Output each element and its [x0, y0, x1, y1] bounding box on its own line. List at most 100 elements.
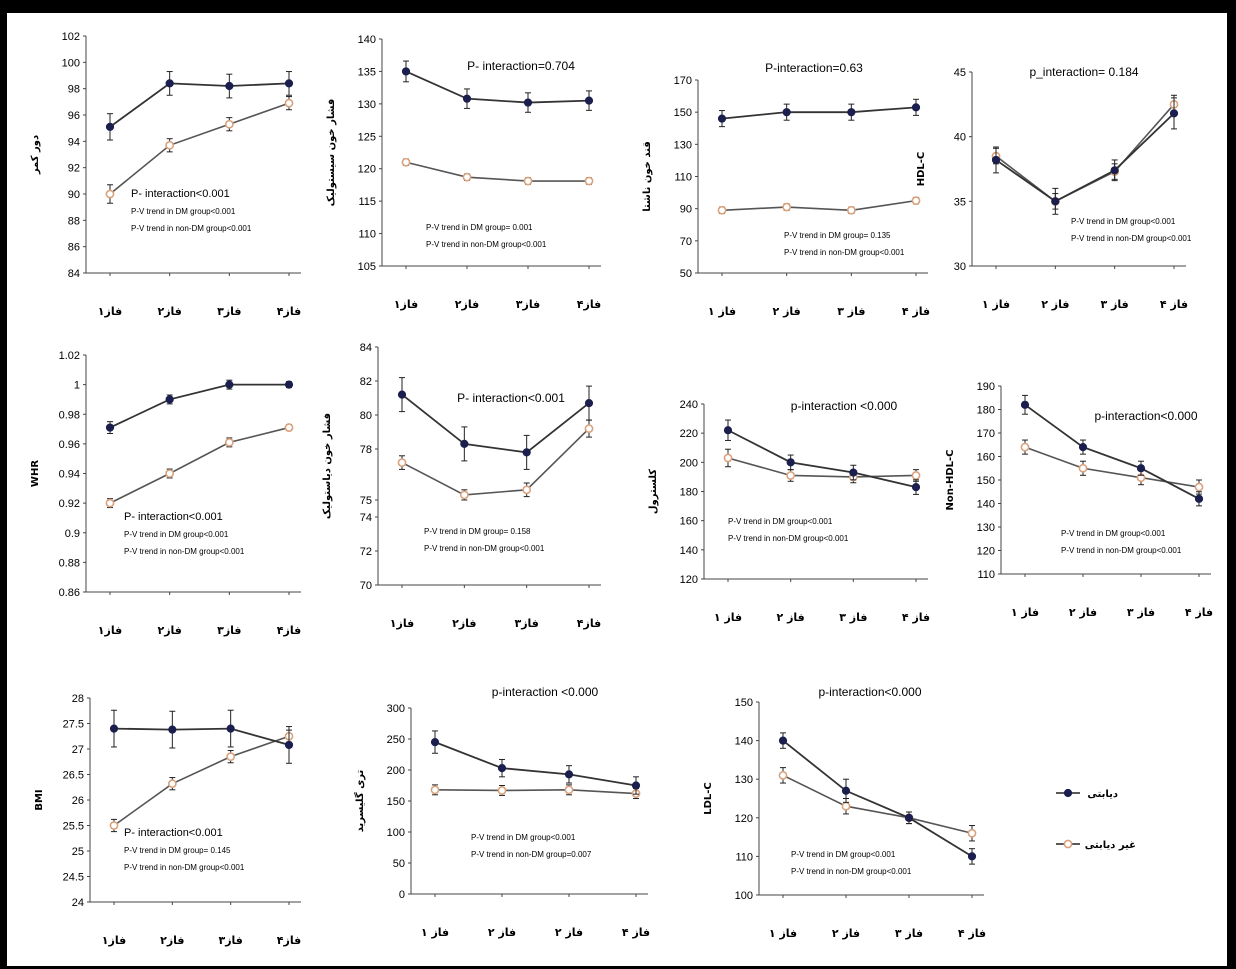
panel-title: P- interaction=0.704 [467, 59, 575, 73]
y-axis-label: HDL-C [916, 152, 927, 187]
y-tick-label: 160 [680, 516, 698, 528]
figure-frame [6, 12, 1228, 967]
y-tick-label: 94 [68, 136, 80, 148]
non-dm-data-point [523, 176, 533, 186]
y-tick-label: 150 [387, 796, 405, 808]
dm-data-point [584, 96, 594, 105]
x-tick-label: فاز۳ [514, 617, 538, 630]
dm-data-point [284, 380, 294, 389]
x-tick-label: فاز ۴ [958, 927, 986, 940]
y-tick-label: 0.94 [59, 469, 80, 481]
legend: دیابتی غیر دیابتی [1056, 788, 1136, 851]
dm-data-point [1110, 166, 1119, 175]
non-dm-series-line [401, 428, 590, 496]
x-tick-label: فاز۴ [577, 617, 601, 630]
y-tick-label: 35 [954, 196, 966, 208]
x-tick-label: فاز۱ [98, 624, 122, 637]
y-tick-label: 0 [399, 889, 405, 901]
x-tick-label: فاز۴ [577, 298, 601, 311]
x-tick-label: فاز ۱ [421, 926, 449, 939]
non-dm-data-point [786, 471, 796, 480]
dm-data-point [225, 380, 234, 389]
chart-panel-10: 0 50 100 150 200 250 300 فاز ۱ فاز ۲ فاز ۲ فاز ۴ تر… [353, 685, 650, 939]
x-tick-label: فاز۱ [390, 617, 414, 630]
x-tick-label: فاز۱ [394, 298, 418, 311]
x-tick-label: فاز ۱ [982, 298, 1010, 311]
y-tick-label: 84 [68, 268, 80, 280]
x-tick-label: فاز۲ [452, 617, 476, 630]
dm-data-point [1051, 197, 1060, 206]
y-tick-label: 115 [358, 196, 376, 208]
x-tick-label: فاز۳ [218, 934, 242, 947]
stat-annotation: P-V trend in non-DM group<0.001 [1061, 546, 1182, 555]
legend-dm-marker [1063, 788, 1073, 798]
non-dm-data-point [911, 196, 921, 206]
dm-series-line [1024, 404, 1200, 500]
y-tick-label: 150 [735, 697, 753, 709]
dm-data-point [397, 390, 407, 399]
dm-data-point [1169, 109, 1179, 118]
y-axis-label: کلسترول [648, 469, 659, 514]
dm-data-point [460, 439, 469, 448]
dm-data-point [497, 764, 507, 773]
y-tick-label: 110 [358, 229, 376, 241]
y-tick-label: 170 [674, 75, 692, 87]
y-tick-label: 170 [977, 428, 995, 440]
x-tick-label: فاز۴ [277, 934, 301, 947]
x-tick-label: فاز ۱ [769, 927, 797, 940]
dm-data-point [782, 108, 791, 117]
dm-series-line [782, 739, 973, 858]
non-dm-data-point [284, 423, 294, 432]
non-dm-data-point [584, 176, 594, 186]
dm-data-point [225, 81, 234, 91]
chart-panel-3: 50 70 90 110 130 150 170 فاز ۱ فاز ۲ فاز ۳ فاز ۴ قن… [642, 61, 930, 318]
dm-data-point [401, 67, 411, 76]
y-tick-label: 102 [62, 31, 80, 43]
stat-annotation: P-V trend in DM group<0.001 [131, 207, 236, 216]
y-tick-label: 30 [954, 261, 966, 273]
dm-data-point [786, 458, 795, 467]
y-tick-label: 110 [735, 851, 753, 863]
y-tick-label: 0.92 [59, 498, 80, 510]
non-dm-data-point [109, 821, 119, 830]
y-tick-label: 120 [358, 164, 376, 176]
y-tick-label: 75 [360, 495, 372, 507]
y-tick-label: 82 [360, 376, 372, 388]
non-dm-data-point [224, 437, 234, 447]
non-dm-series-line [721, 199, 917, 212]
x-tick-label: فاز۳ [217, 624, 241, 637]
chart-panel-9: 24 24.5 25 25.5 26 26.5 27 27.5 28 فاز۱ فاز۲ فاز۳ فا… [34, 693, 301, 947]
x-tick-label: فاز ۳ [1127, 606, 1155, 619]
figure-panel: 84 86 88 90 92 94 96 98 100 102 فاز۱ فاز۲ فاز۳ فاز۴ دو… [6, 12, 1228, 967]
x-tick-label: فاز ۱ [1011, 606, 1039, 619]
y-tick-label: 190 [977, 381, 995, 393]
dm-series-line [109, 383, 289, 429]
dm-data-point [904, 813, 914, 822]
non-dm-data-point [105, 498, 115, 508]
dm-series-line [109, 82, 290, 128]
y-tick-label: 88 [68, 215, 80, 227]
non-dm-data-point [462, 172, 472, 182]
non-dm-series-line [782, 774, 973, 835]
chart-panel-11: 100 110 120 130 140 150 فاز ۱ فاز ۲ فاز ۳ فاز ۴ LD… [703, 685, 986, 940]
y-axis-label: دور کمر [30, 135, 41, 175]
x-tick-label: فاز ۲ [555, 926, 583, 939]
chart-panel-7: 120 140 160 180 200 220 240 فاز ۱ فاز ۲ فاز ۳ فاز … [648, 399, 930, 624]
y-tick-label: 120 [735, 813, 753, 825]
dm-data-point [430, 738, 440, 747]
panel-title: p_interaction= 0.184 [1029, 65, 1138, 79]
x-tick-label: فاز ۲ [777, 611, 805, 624]
charts-grid: 84 86 88 90 92 94 96 98 100 102 فاز۱ فاز۲ فاز۳ فاز۴ دو… [6, 12, 1228, 967]
y-tick-label: 200 [387, 765, 405, 777]
y-axis-label: BMI [34, 789, 45, 810]
stat-annotation: P-V trend in DM group<0.001 [1071, 217, 1176, 226]
y-tick-label: 140 [977, 499, 995, 511]
y-tick-label: 96 [68, 110, 80, 122]
y-tick-label: 90 [680, 204, 692, 216]
y-tick-label: 70 [680, 236, 692, 248]
non-dm-data-point [1020, 442, 1030, 452]
non-dm-data-point [459, 490, 469, 500]
y-tick-label: 150 [977, 475, 995, 487]
non-dm-data-point [226, 752, 236, 762]
x-tick-label: فاز ۳ [839, 611, 867, 624]
